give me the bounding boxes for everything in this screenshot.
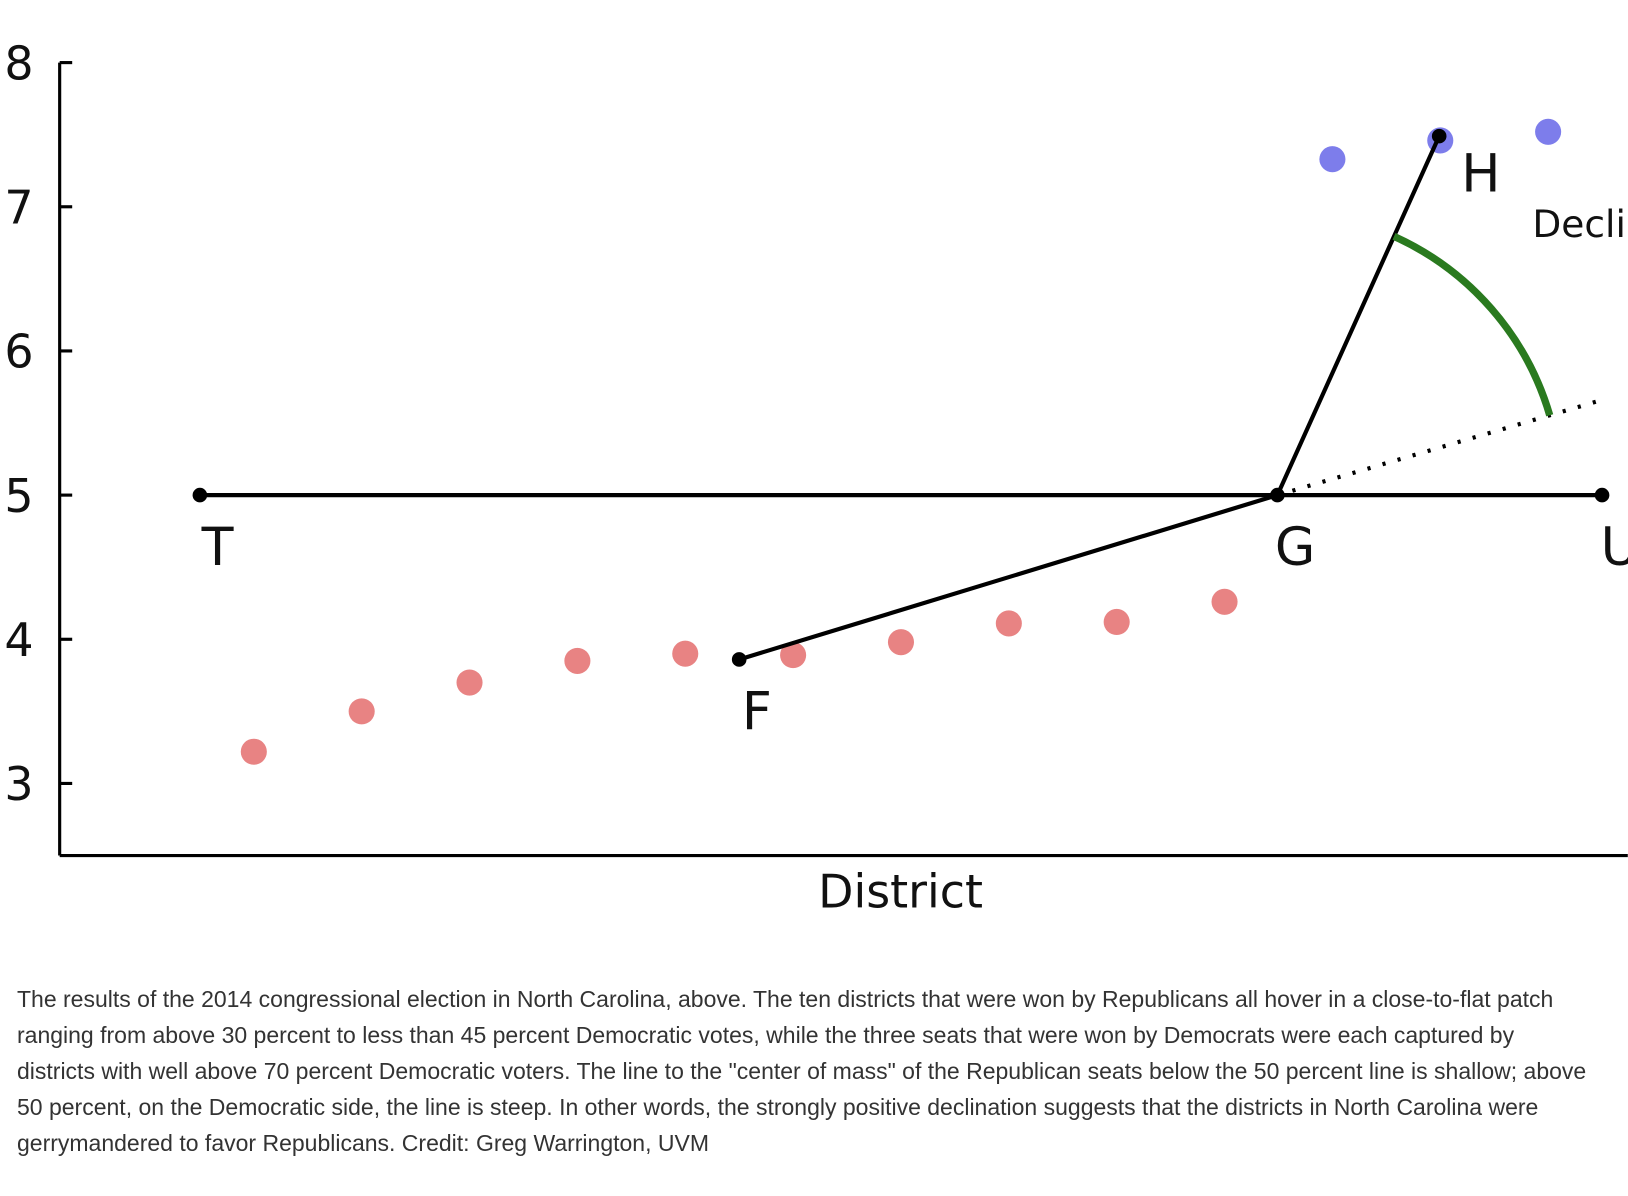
point-label: U [1601,518,1628,578]
point-label: T [201,518,235,578]
data-point [564,647,591,674]
data-point [1103,608,1130,636]
y-tick-label: 7 [4,180,33,234]
data-point [1211,588,1238,615]
data-point [672,640,699,667]
data-point [887,629,915,656]
vertex [192,487,208,503]
data-point [348,698,375,725]
y-tick-label: 6 [4,325,33,379]
connector-line [738,135,1442,662]
data-point [1319,146,1346,173]
declination-label: Declination [1532,202,1628,246]
vertex [731,652,747,667]
data-point [995,610,1022,637]
data-point [456,669,483,696]
declination-arc [1392,233,1554,417]
reference-line [1276,397,1603,498]
point-label: G [1275,518,1315,578]
data-point [780,642,807,669]
vertex [1431,128,1447,144]
point-label: F [742,682,772,742]
y-tick-label: 8 [4,36,33,90]
y-tick-label: 4 [4,613,33,667]
vertex [1594,487,1610,503]
point-label: H [1461,144,1500,204]
chart: District 3 4 5 6 7 8 T U F G H Declination [4,36,1628,919]
y-tick-label: 3 [4,757,33,811]
x-axis-label: District [818,865,983,919]
caption: The results of the 2014 congressional el… [17,986,1587,1156]
y-tick-label: 5 [4,469,33,523]
data-point [240,738,267,765]
data-point [1535,118,1562,145]
